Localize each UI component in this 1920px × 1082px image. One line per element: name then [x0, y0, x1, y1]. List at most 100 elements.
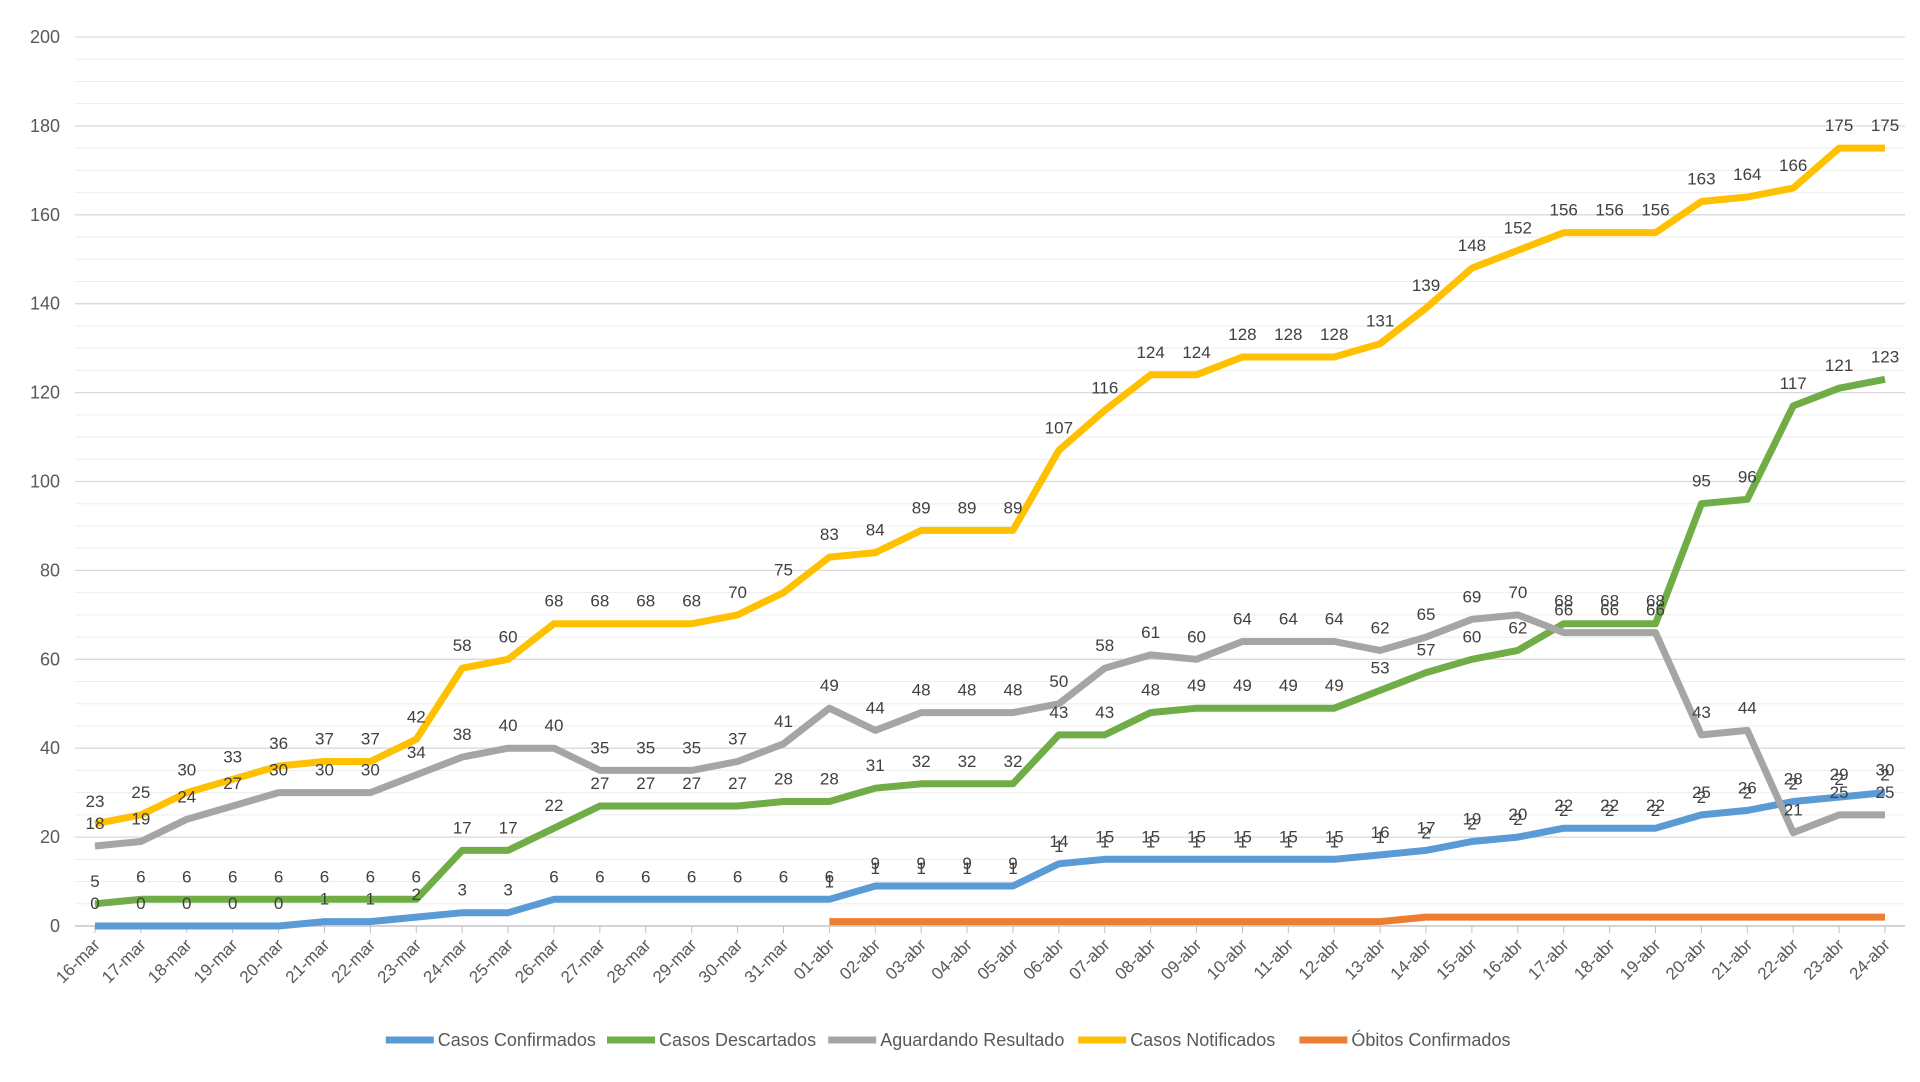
- data-label-aguardando-resultado: 21: [1784, 801, 1803, 820]
- x-tick-label: 01-abr: [790, 935, 838, 983]
- data-label-obitos-confirmados: 1: [825, 872, 834, 891]
- data-label-casos-descartados: 17: [499, 818, 518, 837]
- data-label-obitos-confirmados: 1: [1008, 859, 1017, 878]
- data-label-casos-confirmados: 22: [1554, 796, 1573, 815]
- data-label-obitos-confirmados: 2: [1651, 801, 1660, 820]
- data-label-obitos-confirmados: 2: [1880, 766, 1889, 785]
- y-axis: 0 20 40 60 80 100 120 140 160 180 200: [30, 27, 60, 936]
- y-tick-label: 80: [40, 560, 60, 580]
- data-label-aguardando-resultado: 66: [1646, 601, 1665, 620]
- data-label-casos-notificados: 156: [1641, 201, 1669, 220]
- data-label-casos-confirmados: 22: [1646, 796, 1665, 815]
- data-label-casos-notificados: 33: [223, 747, 242, 766]
- data-label-aguardando-resultado: 49: [820, 676, 839, 695]
- data-label-casos-descartados: 6: [320, 867, 329, 886]
- data-label-obitos-confirmados: 2: [1743, 783, 1752, 802]
- x-tick-label: 20-abr: [1662, 935, 1710, 983]
- data-label-aguardando-resultado: 25: [1876, 783, 1895, 802]
- legend-label: Óbitos Confirmados: [1351, 1029, 1510, 1050]
- legend-label: Casos Notificados: [1130, 1030, 1275, 1050]
- data-label-casos-descartados: 27: [590, 774, 609, 793]
- x-tick-label: 17-abr: [1524, 935, 1572, 983]
- data-label-casos-confirmados: 0: [90, 894, 99, 913]
- data-label-aguardando-resultado: 62: [1371, 618, 1390, 637]
- data-label-casos-notificados: 156: [1550, 201, 1578, 220]
- data-label-casos-notificados: 139: [1412, 276, 1440, 295]
- data-label-casos-descartados: 60: [1462, 627, 1481, 646]
- data-label-casos-confirmados: 3: [503, 881, 512, 900]
- data-label-casos-notificados: 68: [682, 592, 701, 611]
- data-label-casos-confirmados: 15: [1095, 827, 1114, 846]
- data-label-casos-descartados: 49: [1187, 676, 1206, 695]
- data-label-casos-descartados: 6: [412, 867, 421, 886]
- data-label-aguardando-resultado: 70: [1508, 583, 1527, 602]
- data-label-casos-confirmados: 15: [1141, 827, 1160, 846]
- data-label-casos-confirmados: 6: [641, 867, 650, 886]
- data-label-casos-descartados: 68: [1646, 592, 1665, 611]
- series-lines: [94, 144, 1886, 930]
- data-label-casos-notificados: 124: [1182, 343, 1210, 362]
- x-tick-label: 05-abr: [974, 935, 1022, 983]
- x-tick-label: 09-abr: [1157, 935, 1205, 983]
- data-label-aguardando-resultado: 40: [499, 716, 518, 735]
- data-label-casos-descartados: 27: [636, 774, 655, 793]
- data-label-casos-notificados: 84: [866, 521, 885, 540]
- data-label-casos-notificados: 89: [958, 498, 977, 517]
- y-tick-label: 140: [30, 294, 60, 314]
- data-label-obitos-confirmados: 1: [1146, 832, 1155, 851]
- data-label-casos-confirmados: 30: [1876, 761, 1895, 780]
- data-label-obitos-confirmados: 1: [1238, 832, 1247, 851]
- data-label-casos-confirmados: 2: [412, 885, 421, 904]
- x-tick-label: 24-abr: [1846, 935, 1894, 983]
- data-label-casos-confirmados: 26: [1738, 778, 1757, 797]
- x-tick-label: 18-mar: [144, 935, 196, 987]
- data-label-casos-notificados: 128: [1228, 325, 1256, 344]
- data-label-casos-descartados: 117: [1780, 374, 1807, 393]
- x-tick-label: 12-abr: [1295, 935, 1343, 983]
- grid-layer: [75, 36, 1905, 927]
- data-label-obitos-confirmados: 1: [1284, 832, 1293, 851]
- data-label-obitos-confirmados: 2: [1697, 788, 1706, 807]
- data-label-casos-confirmados: 0: [136, 894, 145, 913]
- data-label-casos-descartados: 53: [1371, 658, 1390, 677]
- data-label-casos-descartados: 49: [1325, 676, 1344, 695]
- x-tick-label: 14-abr: [1387, 935, 1435, 983]
- data-label-casos-confirmados: 20: [1508, 805, 1527, 824]
- data-label-casos-notificados: 37: [315, 730, 334, 749]
- data-label-obitos-confirmados: 1: [1329, 832, 1338, 851]
- data-label-casos-descartados: 28: [774, 770, 793, 789]
- series-line-obitos-confirmados: [829, 913, 1885, 926]
- series-line-casos-descartados: [94, 375, 1886, 908]
- data-label-casos-descartados: 95: [1692, 472, 1711, 491]
- y-tick-label: 20: [40, 827, 60, 847]
- data-label-aguardando-resultado: 40: [545, 716, 564, 735]
- legend-item: Óbitos Confirmados: [1299, 1029, 1510, 1050]
- data-label-casos-confirmados: 6: [687, 867, 696, 886]
- data-label-casos-notificados: 37: [361, 730, 380, 749]
- x-tick-label: 25-mar: [465, 935, 517, 987]
- x-tick-label: 18-abr: [1570, 935, 1618, 983]
- data-label-casos-confirmados: 0: [274, 894, 283, 913]
- data-label-casos-notificados: 128: [1320, 325, 1348, 344]
- data-label-casos-descartados: 43: [1049, 703, 1068, 722]
- data-label-casos-descartados: 22: [545, 796, 564, 815]
- data-label-aguardando-resultado: 65: [1417, 605, 1436, 624]
- data-label-casos-notificados: 75: [774, 561, 793, 580]
- data-label-aguardando-resultado: 61: [1141, 623, 1160, 642]
- data-label-aguardando-resultado: 30: [315, 761, 334, 780]
- x-tick-label: 19-mar: [190, 935, 242, 987]
- data-label-casos-confirmados: 6: [733, 867, 742, 886]
- data-label-casos-notificados: 89: [1003, 498, 1022, 517]
- data-label-aguardando-resultado: 19: [131, 810, 150, 829]
- x-tick-label: 10-abr: [1203, 935, 1251, 983]
- x-tick-label: 22-abr: [1754, 935, 1802, 983]
- data-label-casos-descartados: 123: [1871, 347, 1899, 366]
- series-line-aguardando-resultado: [94, 611, 1885, 850]
- data-label-casos-confirmados: 22: [1600, 796, 1619, 815]
- x-tick-label: 20-mar: [236, 935, 288, 987]
- x-tick-label: 28-mar: [603, 935, 655, 987]
- data-label-casos-notificados: 107: [1045, 418, 1073, 437]
- x-tick-label: 23-abr: [1800, 935, 1848, 983]
